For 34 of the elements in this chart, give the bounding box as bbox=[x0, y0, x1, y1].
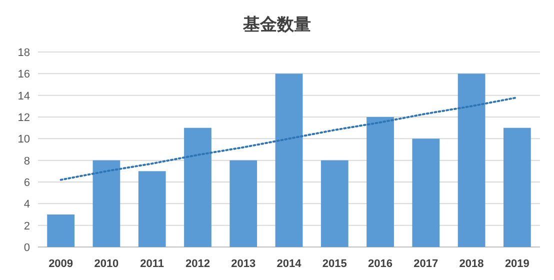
y-tick-label: 18 bbox=[18, 47, 30, 59]
bar bbox=[275, 74, 303, 247]
bar bbox=[47, 214, 75, 247]
y-tick-label: 0 bbox=[24, 242, 30, 254]
bar bbox=[412, 138, 440, 247]
x-tick-label: 2019 bbox=[504, 258, 530, 270]
x-tick-label: 2017 bbox=[414, 258, 438, 270]
bar bbox=[230, 160, 258, 247]
y-tick-label: 4 bbox=[24, 198, 30, 211]
x-tick-label: 2013 bbox=[231, 258, 256, 270]
bar bbox=[458, 74, 486, 247]
x-tick-label: 2012 bbox=[185, 258, 210, 270]
y-tick-label: 2 bbox=[24, 220, 30, 232]
x-tick-label: 2009 bbox=[48, 258, 74, 270]
y-tick-label: 8 bbox=[24, 155, 30, 168]
x-tick-label: 2016 bbox=[368, 258, 393, 270]
chart-title: 基金数量 bbox=[242, 15, 311, 34]
bar bbox=[320, 160, 348, 247]
bar bbox=[92, 160, 120, 247]
x-tick-label: 2018 bbox=[459, 258, 484, 270]
bar bbox=[184, 128, 212, 247]
x-tick-label: 2010 bbox=[94, 258, 119, 270]
y-tick-label: 16 bbox=[18, 68, 30, 81]
bar bbox=[138, 171, 166, 247]
y-tick-label: 10 bbox=[18, 134, 30, 146]
x-tick-label: 2011 bbox=[140, 258, 164, 270]
y-tick-label: 6 bbox=[24, 177, 30, 189]
x-tick-label: 2015 bbox=[322, 258, 347, 270]
line-series bbox=[60, 96, 518, 181]
bar bbox=[366, 117, 394, 247]
y-tick-label: 14 bbox=[18, 90, 30, 102]
x-tick-label: 2014 bbox=[276, 258, 302, 270]
bar bbox=[503, 128, 531, 247]
y-tick-label: 12 bbox=[18, 112, 30, 124]
